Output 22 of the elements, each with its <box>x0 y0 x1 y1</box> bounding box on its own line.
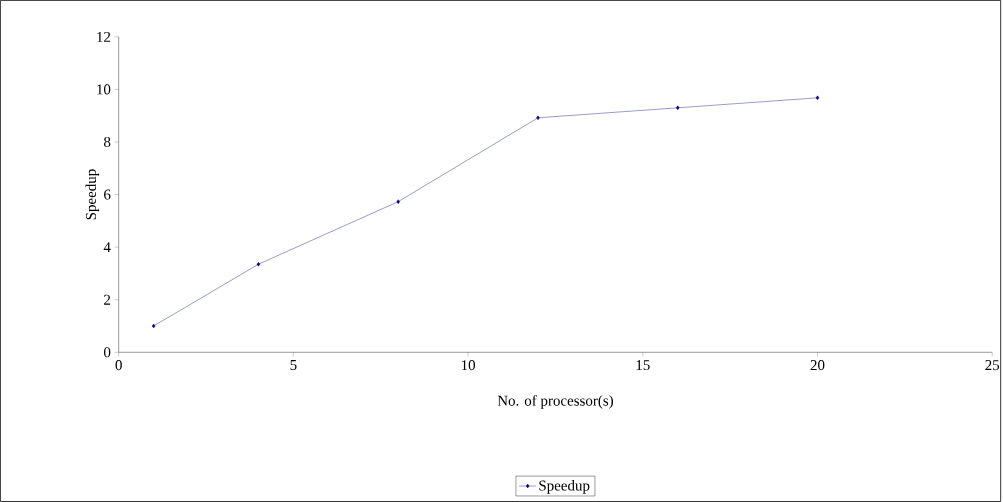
point <box>256 262 261 267</box>
x-tick-label: 0 <box>115 360 122 371</box>
y-tick-label: 0 <box>103 347 111 358</box>
y-tick-label: 10 <box>97 84 111 95</box>
x-tick-label: 15 <box>636 360 650 371</box>
x-tick-label: 5 <box>290 360 297 371</box>
x-tick-label: 20 <box>810 360 825 371</box>
y-tick-label: 6 <box>104 189 111 200</box>
y-tick-label: 2 <box>104 294 111 305</box>
point <box>536 115 540 121</box>
y-axis-title: Speedup <box>85 169 100 220</box>
point <box>396 199 400 204</box>
x-tick-label: 25 <box>985 360 1000 371</box>
y-tick-label: 8 <box>103 136 111 148</box>
point <box>676 105 680 111</box>
point <box>151 323 156 329</box>
legend-label: Speedup <box>539 480 590 494</box>
point <box>815 95 820 101</box>
x-tick-label: 10 <box>461 360 476 371</box>
y-tick-label: 12 <box>97 31 111 42</box>
y-tick-label: 4 <box>103 242 111 253</box>
x-axis-title: No. of processor(s) <box>497 395 613 409</box>
